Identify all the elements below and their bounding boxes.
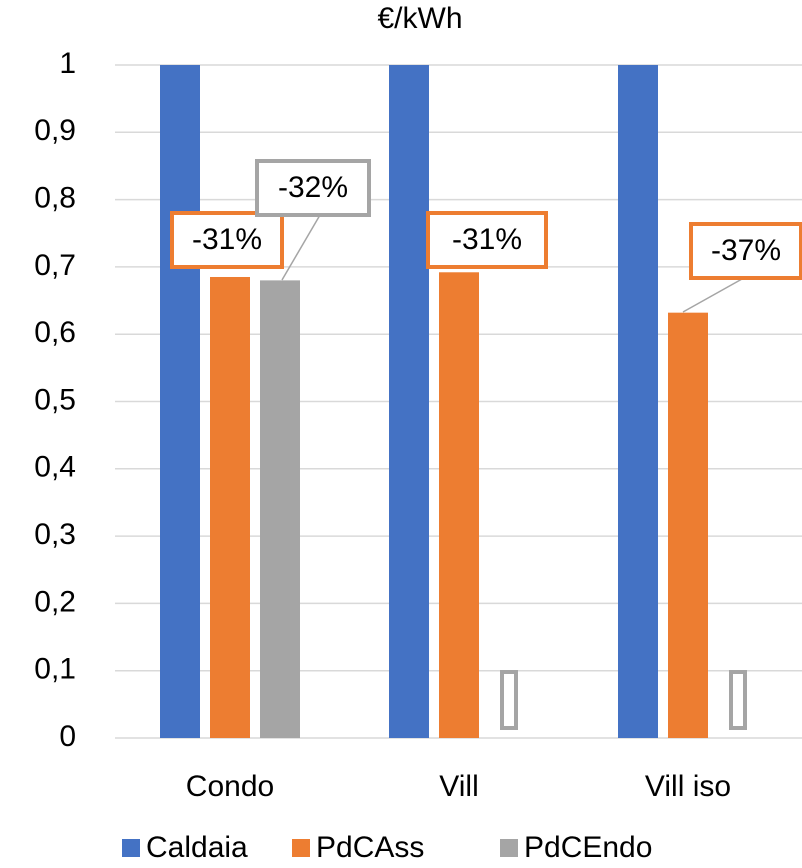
label-box: [170, 211, 284, 269]
data-label: -37%: [711, 234, 781, 267]
y-tick-label: 0,5: [34, 383, 76, 416]
bar: [160, 65, 200, 738]
y-tick-label: 1: [59, 47, 76, 80]
y-tick-label: 0,6: [34, 316, 76, 349]
y-tick-label: 0,4: [34, 451, 76, 484]
y-tick-label: 0,8: [34, 182, 76, 215]
leader-line: [281, 214, 321, 281]
y-tick-label: 0,3: [34, 518, 76, 551]
x-tick-label: Vill: [439, 770, 478, 803]
empty-label-box: [500, 670, 518, 730]
bar: [389, 65, 429, 738]
chart-title: €/kWh: [377, 2, 462, 35]
data-label: -32%: [278, 171, 348, 204]
legend-swatch: [122, 839, 140, 857]
y-tick-label: 0,7: [34, 249, 76, 282]
y-tick-label: 0,1: [34, 653, 76, 686]
legend-swatch: [292, 839, 310, 857]
leader-line: [682, 278, 743, 313]
label-box: [255, 159, 371, 217]
data-label: -31%: [192, 223, 262, 256]
legend-label: PdCEndo: [524, 831, 652, 864]
legend-label: Caldaia: [146, 831, 248, 864]
bar: [439, 272, 479, 738]
x-tick-label: Condo: [186, 770, 274, 803]
legend-swatch: [500, 839, 518, 857]
data-label: -31%: [452, 223, 522, 256]
legend-label: PdCAss: [316, 831, 424, 864]
label-box: [426, 211, 548, 269]
y-tick-label: 0,9: [34, 114, 76, 147]
bar: [210, 276, 250, 738]
bar: [668, 312, 708, 738]
bar: [260, 280, 300, 738]
x-tick-label: Vill iso: [645, 770, 731, 803]
label-box: [689, 222, 802, 280]
empty-label-box: [729, 670, 747, 730]
bar: [618, 65, 658, 738]
y-tick-label: 0,2: [34, 585, 76, 618]
y-tick-label: 0: [59, 720, 76, 753]
